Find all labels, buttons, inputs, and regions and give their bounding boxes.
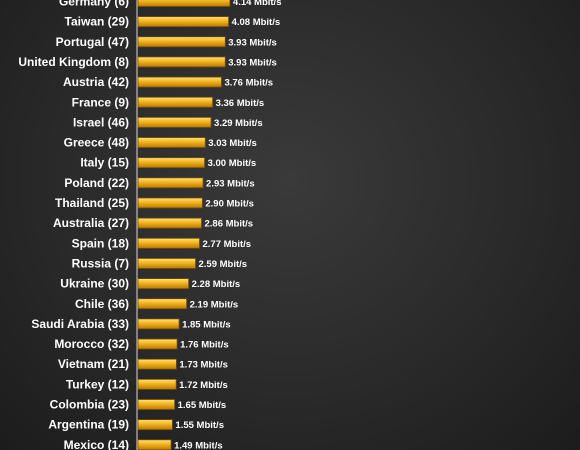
bar <box>137 378 177 390</box>
category-label: Italy (15) <box>80 156 129 170</box>
category-label: Portugal (47) <box>56 35 129 49</box>
category-label: Australia (27) <box>53 216 129 230</box>
value-label: 1.65 Mbit/s <box>178 400 227 411</box>
bar-row: Israel (46) 3.29 Mbit/s <box>73 115 263 129</box>
value-label: 3.76 Mbit/s <box>224 78 273 89</box>
bar-row: Australia (27) 2.86 Mbit/s <box>53 216 253 230</box>
bar <box>137 258 196 269</box>
value-label: 2.59 Mbit/s <box>198 259 247 270</box>
category-label: Germany (6) <box>59 0 129 9</box>
value-label: 2.86 Mbit/s <box>204 219 253 230</box>
category-label: Vietnam (21) <box>58 357 129 371</box>
bar-row: Mexico (14) 1.49 Mbit/s <box>64 438 223 450</box>
bar-row: Greece (48) 3.03 Mbit/s <box>64 136 257 150</box>
category-label: Ukraine (30) <box>60 277 129 291</box>
category-label: Spain (18) <box>72 236 129 250</box>
category-label: Israel (46) <box>73 115 129 129</box>
value-label: 3.00 Mbit/s <box>208 158 257 169</box>
bar-row: Chile (36) 2.19 Mbit/s <box>75 297 238 311</box>
bar <box>137 419 173 431</box>
category-label: Mexico (14) <box>64 438 129 450</box>
bar-row: Morocco (32) 1.76 Mbit/s <box>54 337 228 351</box>
category-label: Poland (22) <box>64 176 129 190</box>
category-label: Thailand (25) <box>55 196 129 210</box>
bar-row: Vietnam (21) 1.73 Mbit/s <box>58 357 228 371</box>
bar-row: Ukraine (30) 2.28 Mbit/s <box>60 277 240 291</box>
bar <box>137 298 188 310</box>
bar <box>137 16 229 28</box>
value-label: 2.19 Mbit/s <box>190 299 239 310</box>
value-label: 1.72 Mbit/s <box>179 380 228 391</box>
bar-row: Portugal (47) 3.93 Mbit/s <box>56 35 277 49</box>
category-label: Russia (7) <box>72 256 129 270</box>
bar <box>137 96 213 108</box>
category-label: Argentina (19) <box>48 418 129 432</box>
bar <box>137 278 190 290</box>
value-label: 2.77 Mbit/s <box>202 239 251 250</box>
value-label: 2.93 Mbit/s <box>206 178 255 189</box>
category-label: Morocco (32) <box>54 337 129 351</box>
value-label: 1.55 Mbit/s <box>175 420 224 431</box>
category-label: Saudi Arabia (33) <box>31 317 129 331</box>
bar-row: Poland (22) 2.93 Mbit/s <box>64 176 254 190</box>
bar <box>137 237 200 249</box>
bar-row: Thailand (25) 2.90 Mbit/s <box>55 196 254 210</box>
bar <box>137 157 205 169</box>
bar <box>137 0 231 7</box>
value-label: 3.29 Mbit/s <box>214 118 263 129</box>
category-label: United Kingdom (8) <box>18 55 129 69</box>
value-label: 1.49 Mbit/s <box>174 440 223 450</box>
bar-row: Argentina (19) 1.55 Mbit/s <box>48 418 224 432</box>
bar <box>137 197 203 209</box>
bar-row: Spain (18) 2.77 Mbit/s <box>72 236 251 250</box>
bar <box>137 76 222 88</box>
category-label: Chile (36) <box>75 297 129 311</box>
value-label: 3.93 Mbit/s <box>228 37 277 48</box>
bar-row: Italy (15) 3.00 Mbit/s <box>80 156 256 170</box>
value-label: 1.76 Mbit/s <box>180 340 229 351</box>
bar <box>137 36 226 48</box>
category-label: Greece (48) <box>64 136 129 150</box>
category-label: France (9) <box>72 95 129 109</box>
bar <box>137 56 226 68</box>
bar-row: Taiwan (29) 4.08 Mbit/s <box>65 15 281 29</box>
category-label: Colombia (23) <box>50 398 129 412</box>
bar <box>137 399 176 410</box>
category-label: Austria (42) <box>63 75 129 89</box>
bar-row: Colombia (23) 1.65 Mbit/s <box>50 398 227 412</box>
value-label: 3.03 Mbit/s <box>208 138 257 149</box>
value-label: 3.36 Mbit/s <box>216 98 265 109</box>
bar-row: Russia (7) 2.59 Mbit/s <box>72 256 247 270</box>
bar-row: Saudi Arabia (33) 1.85 Mbit/s <box>31 317 230 331</box>
value-label: 1.85 Mbit/s <box>182 319 231 330</box>
bar <box>137 137 206 148</box>
value-label: 2.90 Mbit/s <box>205 199 254 210</box>
bar-row: United Kingdom (8) 3.93 Mbit/s <box>18 55 276 69</box>
bar-row: France (9) 3.36 Mbit/s <box>72 95 265 109</box>
bar <box>137 117 212 128</box>
bar <box>137 217 202 229</box>
value-label: 1.73 Mbit/s <box>179 360 228 371</box>
category-label: Turkey (12) <box>66 377 129 391</box>
bar <box>137 358 177 370</box>
bar <box>137 177 204 189</box>
bar <box>137 338 178 350</box>
bar-row: Austria (42) 3.76 Mbit/s <box>63 75 273 89</box>
value-label: 4.14 Mbit/s <box>233 0 282 8</box>
value-label: 2.28 Mbit/s <box>192 279 241 290</box>
bar-row: Germany (6) 4.14 Mbit/s <box>59 0 282 9</box>
bar-row: Turkey (12) 1.72 Mbit/s <box>66 377 228 391</box>
value-label: 4.08 Mbit/s <box>232 17 281 28</box>
category-label: Taiwan (29) <box>65 15 129 29</box>
value-label: 3.93 Mbit/s <box>228 57 277 68</box>
bar <box>137 439 172 450</box>
bar <box>137 318 180 330</box>
